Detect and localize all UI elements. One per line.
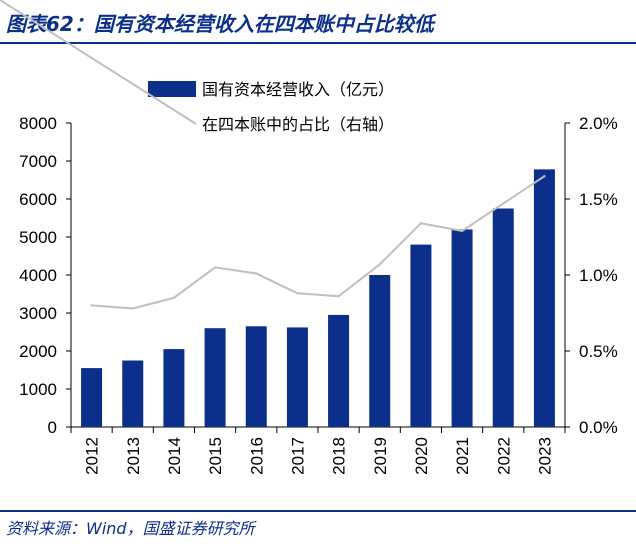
- share-point: [90, 304, 93, 307]
- share-point: [172, 296, 176, 299]
- axes-group: [66, 122, 570, 433]
- share-point: [296, 292, 299, 295]
- x-tick-label: 2012: [83, 437, 102, 475]
- x-tick-label: 2018: [330, 437, 349, 475]
- source-note: 资料来源：Wind，国盛证券研究所: [6, 519, 255, 538]
- legend-line-swatch: [0, 0, 197, 125]
- x-tick-label: 2022: [494, 437, 513, 475]
- x-tick-label: 2013: [124, 437, 143, 475]
- share-point: [255, 272, 258, 275]
- bar: [286, 327, 308, 427]
- y-tick-label: 5000: [19, 228, 57, 247]
- bar: [245, 326, 267, 427]
- y2-tick-label: 0.5%: [579, 342, 618, 361]
- bar: [369, 275, 391, 427]
- y-tick-label: 8000: [19, 114, 57, 133]
- bar: [81, 368, 103, 427]
- bar: [122, 360, 144, 427]
- title-rule: [0, 42, 636, 44]
- legend: 国有资本经营收入（亿元） 在四本账中的占比（右轴）: [0, 0, 394, 134]
- x-tick-label: 2015: [206, 437, 225, 475]
- legend-bar-swatch: [148, 81, 196, 97]
- x-tick-label: 2017: [288, 437, 307, 475]
- y2-tick-label: 1.0%: [579, 266, 618, 285]
- share-line: [91, 175, 545, 310]
- x-tick-label: 2019: [371, 437, 390, 475]
- x-tick-label: 2014: [165, 437, 184, 475]
- share-point: [543, 175, 546, 178]
- y-tick-label: 4000: [19, 266, 57, 285]
- y2-tick-label: 0.0%: [579, 418, 618, 437]
- share-point: [131, 307, 134, 310]
- share-point: [502, 202, 505, 205]
- bar: [451, 229, 473, 427]
- line-group: [90, 175, 546, 310]
- share-point: [337, 295, 340, 298]
- x-tick-label: 2021: [453, 437, 472, 475]
- share-point: [213, 266, 217, 269]
- bar: [492, 208, 514, 427]
- y-tick-label: 7000: [19, 152, 57, 171]
- y2-tick-label: 1.5%: [579, 190, 618, 209]
- figure-title: 图表62：国有资本经营收入在四本账中占比较低: [6, 12, 434, 36]
- x-tick-label: 2020: [412, 437, 431, 475]
- y-tick-label: 3000: [19, 304, 57, 323]
- bar: [328, 314, 350, 427]
- y-tick-label: 2000: [19, 342, 57, 361]
- y2-tick-label: 2.0%: [579, 114, 618, 133]
- share-point: [419, 222, 423, 225]
- y-tick-label: 1000: [19, 380, 57, 399]
- legend-line-label: 在四本账中的占比（右轴）: [202, 115, 394, 134]
- bar: [533, 169, 555, 428]
- x-tick-label: 2023: [535, 437, 554, 475]
- x-tick-label: 2016: [247, 437, 266, 475]
- bar: [163, 349, 185, 427]
- y-tick-label: 0: [48, 418, 57, 437]
- share-point: [460, 229, 464, 233]
- y-tick-label: 6000: [19, 190, 57, 209]
- legend-bar-label: 国有资本经营收入（亿元）: [202, 80, 394, 99]
- source-rule: [0, 510, 636, 512]
- bars-group: [81, 169, 555, 428]
- ticks-group: 0 1000 2000 3000 4000 5000 6000 7000 8000 0.0% 0.5…: [19, 114, 618, 475]
- share-point: [378, 263, 381, 266]
- bar: [204, 328, 226, 427]
- bar: [410, 244, 432, 427]
